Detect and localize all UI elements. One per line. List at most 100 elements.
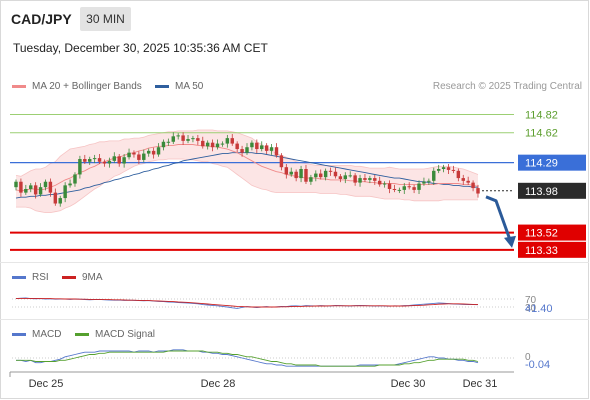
ma20-line: [15, 144, 479, 192]
candle-body: [48, 181, 53, 193]
candle-body: [215, 143, 220, 148]
candle-body: [358, 178, 362, 183]
candle-body: [176, 135, 180, 137]
level-label-pivot: 114.29: [525, 158, 558, 170]
candle-body: [466, 180, 470, 183]
ma20-swatch: [12, 85, 26, 88]
report-datetime: Tuesday, December 30, 2025 10:35:36 AM C…: [13, 41, 268, 55]
candle-body: [314, 173, 318, 178]
candle-body: [255, 142, 259, 150]
candle-body: [181, 135, 185, 141]
rsi-ma-label: 9MA: [82, 272, 103, 283]
candle-body: [122, 157, 126, 164]
candle-body: [260, 145, 264, 150]
candle-body: [427, 180, 431, 182]
candle-body: [19, 181, 23, 193]
candle-body: [264, 145, 269, 151]
candle-body: [363, 178, 367, 180]
candle-body: [387, 183, 392, 189]
candle-body: [53, 192, 58, 204]
level-label-support: 113.33: [525, 245, 558, 257]
candle-body: [166, 141, 171, 143]
level-tag-support: [518, 241, 586, 258]
candle-body: [73, 174, 77, 184]
candle-body: [201, 140, 205, 147]
candle-body: [33, 185, 38, 195]
x-tick-label: Dec 31: [463, 378, 498, 390]
candle-body: [151, 150, 156, 155]
rsi-swatch: [12, 276, 26, 279]
candle-body: [132, 152, 136, 155]
forecast-arrow-line: [485, 195, 512, 241]
candle-body: [146, 150, 151, 154]
candle-body: [112, 156, 117, 161]
candle-body: [328, 170, 333, 172]
ma50-label: MA 50: [175, 81, 204, 92]
bollinger-lower-line: [16, 158, 478, 214]
candle-body: [353, 175, 357, 183]
level-tag-pivot: [518, 154, 586, 171]
timeframe-badge[interactable]: 30 MIN: [80, 7, 131, 31]
candle-body: [289, 171, 293, 175]
candle-body: [142, 153, 146, 160]
x-tick-label: Dec 28: [201, 378, 236, 390]
candle-body: [397, 189, 402, 191]
candle-body: [83, 159, 87, 162]
candle-body: [343, 175, 348, 179]
candle-body: [432, 170, 436, 181]
level-label-support: 113.52: [525, 228, 558, 240]
candle-body: [456, 170, 461, 179]
candle-body: [461, 178, 465, 181]
candle-body: [78, 159, 82, 175]
candle-body: [407, 186, 411, 188]
rsi-ma-line: [16, 297, 479, 308]
level-tag-support: [518, 224, 586, 241]
candle-body: [156, 147, 161, 155]
candle-body: [471, 182, 475, 189]
candle-body: [210, 142, 215, 148]
candle-body: [446, 167, 451, 170]
candle-body: [436, 169, 441, 171]
bollinger-upper-line: [15, 129, 479, 177]
candle-body: [284, 167, 289, 175]
candle-body: [186, 139, 190, 141]
candle-body: [250, 142, 254, 148]
candle-body: [279, 155, 284, 168]
candle-body: [333, 171, 338, 177]
rsi-reference-label: 30: [525, 303, 537, 314]
candle-body: [29, 185, 33, 189]
candle-body: [245, 147, 249, 153]
candle-body: [14, 181, 18, 188]
candle-body: [274, 147, 279, 156]
candle-body: [92, 158, 97, 160]
legend-ma50: MA 50: [155, 81, 203, 92]
candle-body: [304, 169, 308, 182]
legend-macd-signal: MACD Signal: [75, 329, 155, 340]
panel-separator-main: [0, 262, 589, 263]
candle-body: [269, 147, 274, 151]
level-tag-current: [518, 182, 586, 199]
symbol-title: CAD/JPY: [11, 11, 72, 27]
macd-line: [16, 349, 479, 367]
candle-body: [319, 173, 323, 178]
candle-body: [63, 185, 67, 199]
ma20-label: MA 20 + Bollinger Bands: [32, 81, 142, 92]
candle-body: [235, 143, 239, 150]
macd-last-value: -0.04: [525, 359, 550, 371]
candle-body: [117, 156, 121, 164]
level-label-current: 113.98: [525, 186, 558, 198]
candle-body: [422, 181, 426, 184]
legend-macd: MACD: [12, 329, 61, 340]
macd-signal-label: MACD Signal: [95, 329, 156, 340]
candle-body: [171, 136, 175, 142]
candle-body: [412, 187, 416, 190]
candle-body: [230, 138, 234, 144]
level-label-resistance: 114.82: [525, 110, 558, 122]
candle-body: [299, 169, 303, 179]
candle-body: [191, 138, 195, 140]
candle-body: [68, 183, 72, 186]
candle-body: [294, 171, 298, 179]
candle-body: [392, 188, 397, 190]
